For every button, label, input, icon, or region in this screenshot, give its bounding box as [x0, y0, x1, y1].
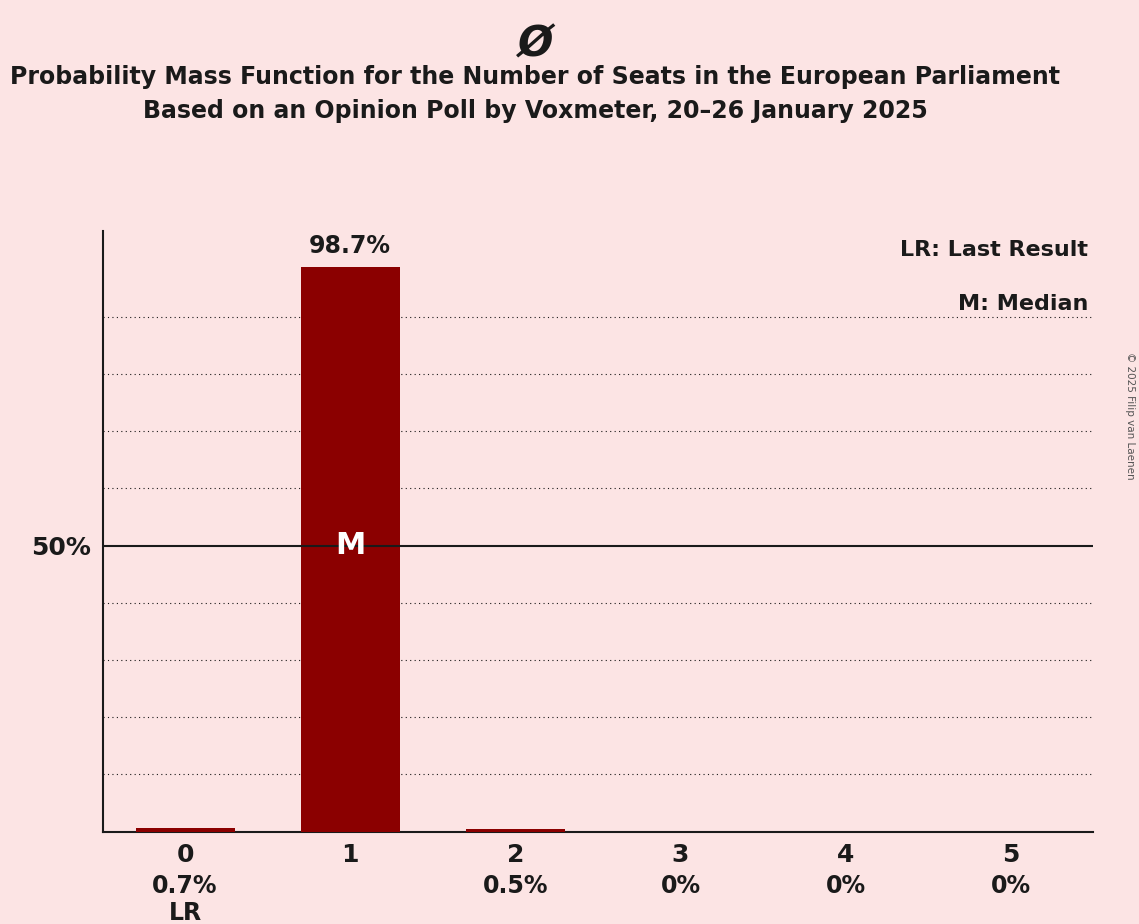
- Text: 0%: 0%: [661, 874, 700, 897]
- Text: Ø: Ø: [517, 23, 554, 65]
- Bar: [301, 267, 400, 832]
- Bar: [466, 829, 565, 832]
- Text: Based on an Opinion Poll by Voxmeter, 20–26 January 2025: Based on an Opinion Poll by Voxmeter, 20…: [144, 99, 927, 123]
- Text: Probability Mass Function for the Number of Seats in the European Parliament: Probability Mass Function for the Number…: [10, 65, 1060, 89]
- Text: M: M: [335, 531, 366, 560]
- Text: LR: LR: [169, 901, 202, 924]
- Text: LR: Last Result: LR: Last Result: [901, 240, 1089, 260]
- Text: 0%: 0%: [826, 874, 866, 897]
- Text: 0.5%: 0.5%: [483, 874, 548, 897]
- Text: M: Median: M: Median: [958, 294, 1089, 314]
- Text: © 2025 Filip van Laenen: © 2025 Filip van Laenen: [1125, 352, 1134, 480]
- Text: 98.7%: 98.7%: [310, 235, 391, 259]
- Text: 0%: 0%: [991, 874, 1031, 897]
- Text: 0.7%: 0.7%: [153, 874, 218, 897]
- Bar: [136, 828, 235, 832]
